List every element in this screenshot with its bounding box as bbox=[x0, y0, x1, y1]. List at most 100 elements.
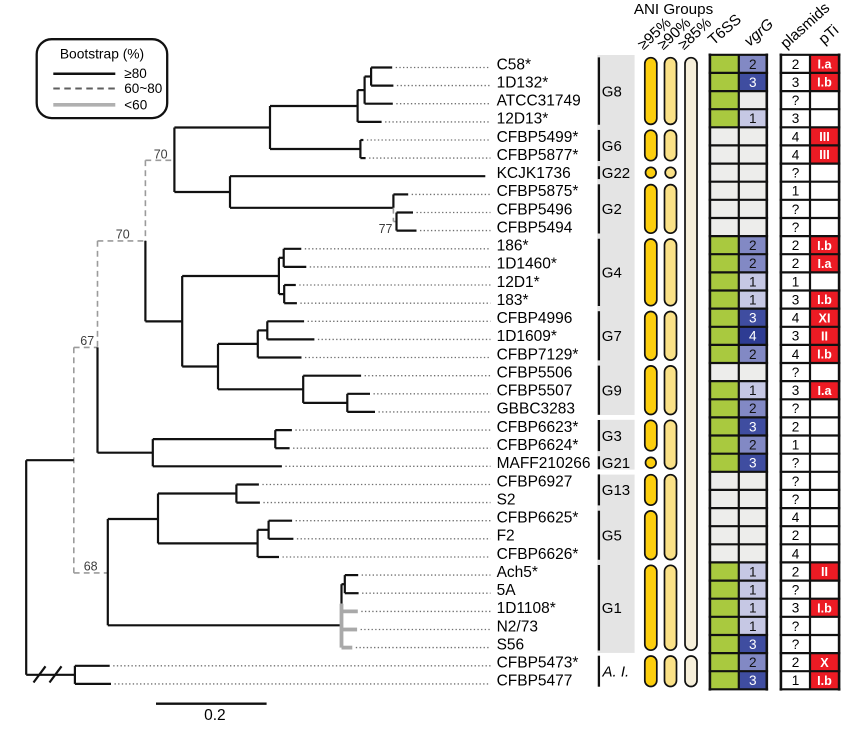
svg-text:1: 1 bbox=[792, 184, 800, 199]
svg-text:1: 1 bbox=[749, 383, 757, 398]
svg-text:4: 4 bbox=[792, 147, 800, 162]
svg-text:4: 4 bbox=[792, 129, 800, 144]
svg-text:CFBP6624*: CFBP6624* bbox=[497, 437, 579, 454]
svg-text:3: 3 bbox=[792, 329, 800, 344]
svg-text:1: 1 bbox=[792, 274, 800, 289]
svg-text:CFBP7129*: CFBP7129* bbox=[497, 346, 579, 363]
svg-text:?: ? bbox=[792, 166, 800, 181]
svg-text:3: 3 bbox=[749, 75, 757, 90]
svg-text:?: ? bbox=[792, 456, 800, 471]
svg-text:1: 1 bbox=[749, 111, 757, 126]
svg-text:ATCC31749: ATCC31749 bbox=[497, 93, 581, 110]
svg-text:2: 2 bbox=[792, 256, 800, 271]
svg-text:CFBP5477: CFBP5477 bbox=[497, 673, 573, 690]
svg-text:CFBP6927: CFBP6927 bbox=[497, 473, 573, 490]
svg-text:3: 3 bbox=[749, 419, 757, 434]
svg-text:3: 3 bbox=[749, 311, 757, 326]
svg-text:?: ? bbox=[792, 93, 800, 108]
svg-text:67: 67 bbox=[80, 334, 94, 348]
svg-text:GBBC3283: GBBC3283 bbox=[497, 401, 575, 418]
svg-text:3: 3 bbox=[792, 293, 800, 308]
svg-text:CFBP5496: CFBP5496 bbox=[497, 201, 573, 218]
svg-text:4: 4 bbox=[792, 311, 800, 326]
svg-text:2: 2 bbox=[749, 655, 757, 670]
svg-text:III: III bbox=[819, 148, 830, 162]
svg-text:I.a: I.a bbox=[817, 257, 832, 271]
svg-text:F2: F2 bbox=[497, 528, 515, 545]
svg-text:1: 1 bbox=[792, 673, 800, 688]
svg-text:II: II bbox=[821, 329, 828, 343]
svg-text:G5: G5 bbox=[602, 528, 622, 545]
svg-text:?: ? bbox=[792, 492, 800, 507]
svg-text:G6: G6 bbox=[602, 138, 622, 155]
svg-text:G2: G2 bbox=[602, 201, 622, 218]
svg-text:2: 2 bbox=[792, 238, 800, 253]
svg-text:3: 3 bbox=[792, 601, 800, 616]
svg-text:186*: 186* bbox=[497, 238, 529, 255]
svg-text:?: ? bbox=[792, 365, 800, 380]
svg-text:70: 70 bbox=[116, 227, 130, 241]
svg-text:G8: G8 bbox=[602, 83, 622, 100]
svg-text:CFBP6626*: CFBP6626* bbox=[497, 546, 579, 563]
svg-text:I.b: I.b bbox=[817, 239, 832, 253]
svg-text:G7: G7 bbox=[602, 328, 622, 345]
svg-text:1D1609*: 1D1609* bbox=[497, 328, 557, 345]
svg-text:?: ? bbox=[792, 583, 800, 598]
svg-text:CFBP5506: CFBP5506 bbox=[497, 365, 573, 382]
svg-text:G4: G4 bbox=[602, 265, 622, 282]
svg-text:?: ? bbox=[792, 637, 800, 652]
svg-text:3: 3 bbox=[792, 75, 800, 90]
svg-text:1: 1 bbox=[749, 601, 757, 616]
svg-text:0.2: 0.2 bbox=[204, 707, 226, 724]
svg-text:III: III bbox=[819, 130, 830, 144]
svg-text:5A: 5A bbox=[497, 582, 517, 599]
svg-text:1: 1 bbox=[749, 619, 757, 634]
svg-text:G1: G1 bbox=[602, 600, 622, 617]
svg-text:3: 3 bbox=[749, 637, 757, 652]
svg-text:2: 2 bbox=[749, 57, 757, 72]
svg-text:?: ? bbox=[792, 474, 800, 489]
svg-text:?: ? bbox=[792, 220, 800, 235]
svg-text:KCJK1736: KCJK1736 bbox=[497, 165, 571, 182]
svg-text:1: 1 bbox=[749, 274, 757, 289]
svg-text:4: 4 bbox=[749, 329, 757, 344]
svg-text:1: 1 bbox=[792, 438, 800, 453]
svg-text:1: 1 bbox=[749, 564, 757, 579]
svg-text:2: 2 bbox=[749, 438, 757, 453]
svg-text:I.b: I.b bbox=[817, 674, 832, 688]
svg-text:CFBP5473*: CFBP5473* bbox=[497, 655, 579, 672]
svg-text:3: 3 bbox=[792, 111, 800, 126]
svg-text:X: X bbox=[820, 656, 829, 670]
svg-text:12D13*: 12D13* bbox=[497, 111, 549, 128]
svg-text:Ach5*: Ach5* bbox=[497, 564, 538, 581]
svg-text:3: 3 bbox=[749, 456, 757, 471]
svg-text:2: 2 bbox=[749, 401, 757, 416]
svg-text:2: 2 bbox=[749, 256, 757, 271]
svg-text:≥80: ≥80 bbox=[124, 66, 146, 81]
svg-text:ANI Groups: ANI Groups bbox=[634, 1, 714, 18]
svg-text:S2: S2 bbox=[497, 491, 516, 508]
svg-text:G13: G13 bbox=[602, 482, 630, 499]
svg-text:70: 70 bbox=[154, 147, 168, 161]
svg-text:2: 2 bbox=[792, 419, 800, 434]
svg-text:CFBP5877*: CFBP5877* bbox=[497, 147, 579, 164]
svg-text:CFBP6625*: CFBP6625* bbox=[497, 510, 579, 527]
svg-text:G3: G3 bbox=[602, 428, 622, 445]
svg-text:II: II bbox=[821, 565, 828, 579]
svg-text:4: 4 bbox=[792, 510, 800, 525]
svg-text:I.b: I.b bbox=[817, 293, 832, 307]
svg-text:2: 2 bbox=[792, 528, 800, 543]
svg-text:G9: G9 bbox=[602, 383, 622, 400]
svg-text:CFBP5494: CFBP5494 bbox=[497, 219, 573, 236]
svg-text:<60: <60 bbox=[124, 98, 147, 113]
svg-text:?: ? bbox=[792, 202, 800, 217]
svg-text:3: 3 bbox=[792, 383, 800, 398]
svg-text:I.a: I.a bbox=[817, 384, 832, 398]
svg-text:S56: S56 bbox=[497, 636, 525, 653]
svg-text:I.b: I.b bbox=[817, 76, 832, 90]
svg-text:1: 1 bbox=[749, 583, 757, 598]
svg-text:CFBP6623*: CFBP6623* bbox=[497, 419, 579, 436]
svg-text:?: ? bbox=[792, 401, 800, 416]
svg-text:CFBP5499*: CFBP5499* bbox=[497, 129, 579, 146]
svg-text:1D1108*: 1D1108* bbox=[497, 600, 556, 617]
